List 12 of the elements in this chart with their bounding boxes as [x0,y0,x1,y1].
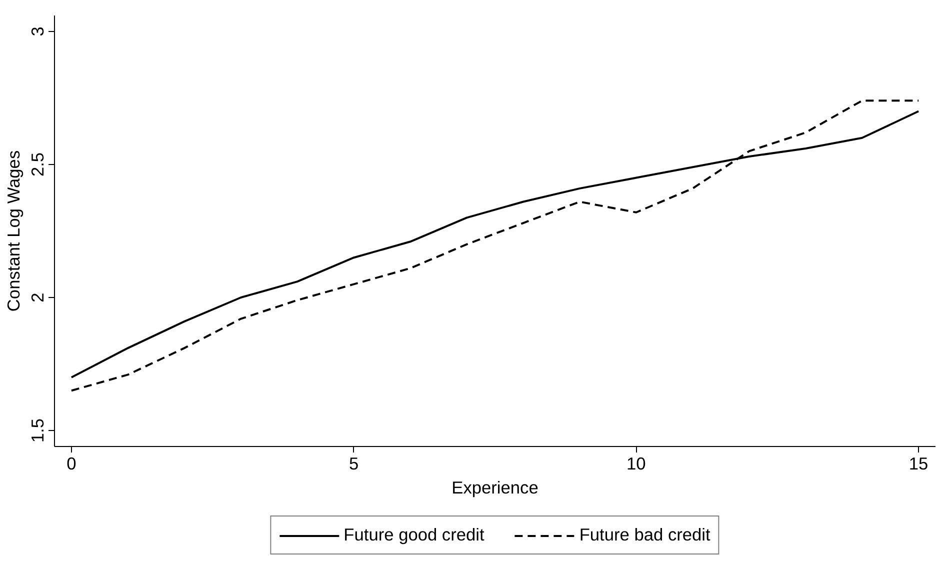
x-tick-label: 15 [908,454,928,474]
x-tick-label: 0 [66,454,76,474]
x-tick-label: 5 [348,454,359,474]
y-tick-label: 2.5 [28,152,48,177]
y-tick-label: 2 [28,292,48,302]
x-axis-title: Experience [452,478,538,498]
y-tick-label: 3 [28,26,48,36]
legend-label: Future bad credit [579,524,710,546]
y-tick-label: 1.5 [28,418,48,443]
legend-label: Future good credit [344,524,484,546]
x-tick-label: 10 [626,454,646,474]
y-axis-title: Constant Log Wages [4,150,24,312]
